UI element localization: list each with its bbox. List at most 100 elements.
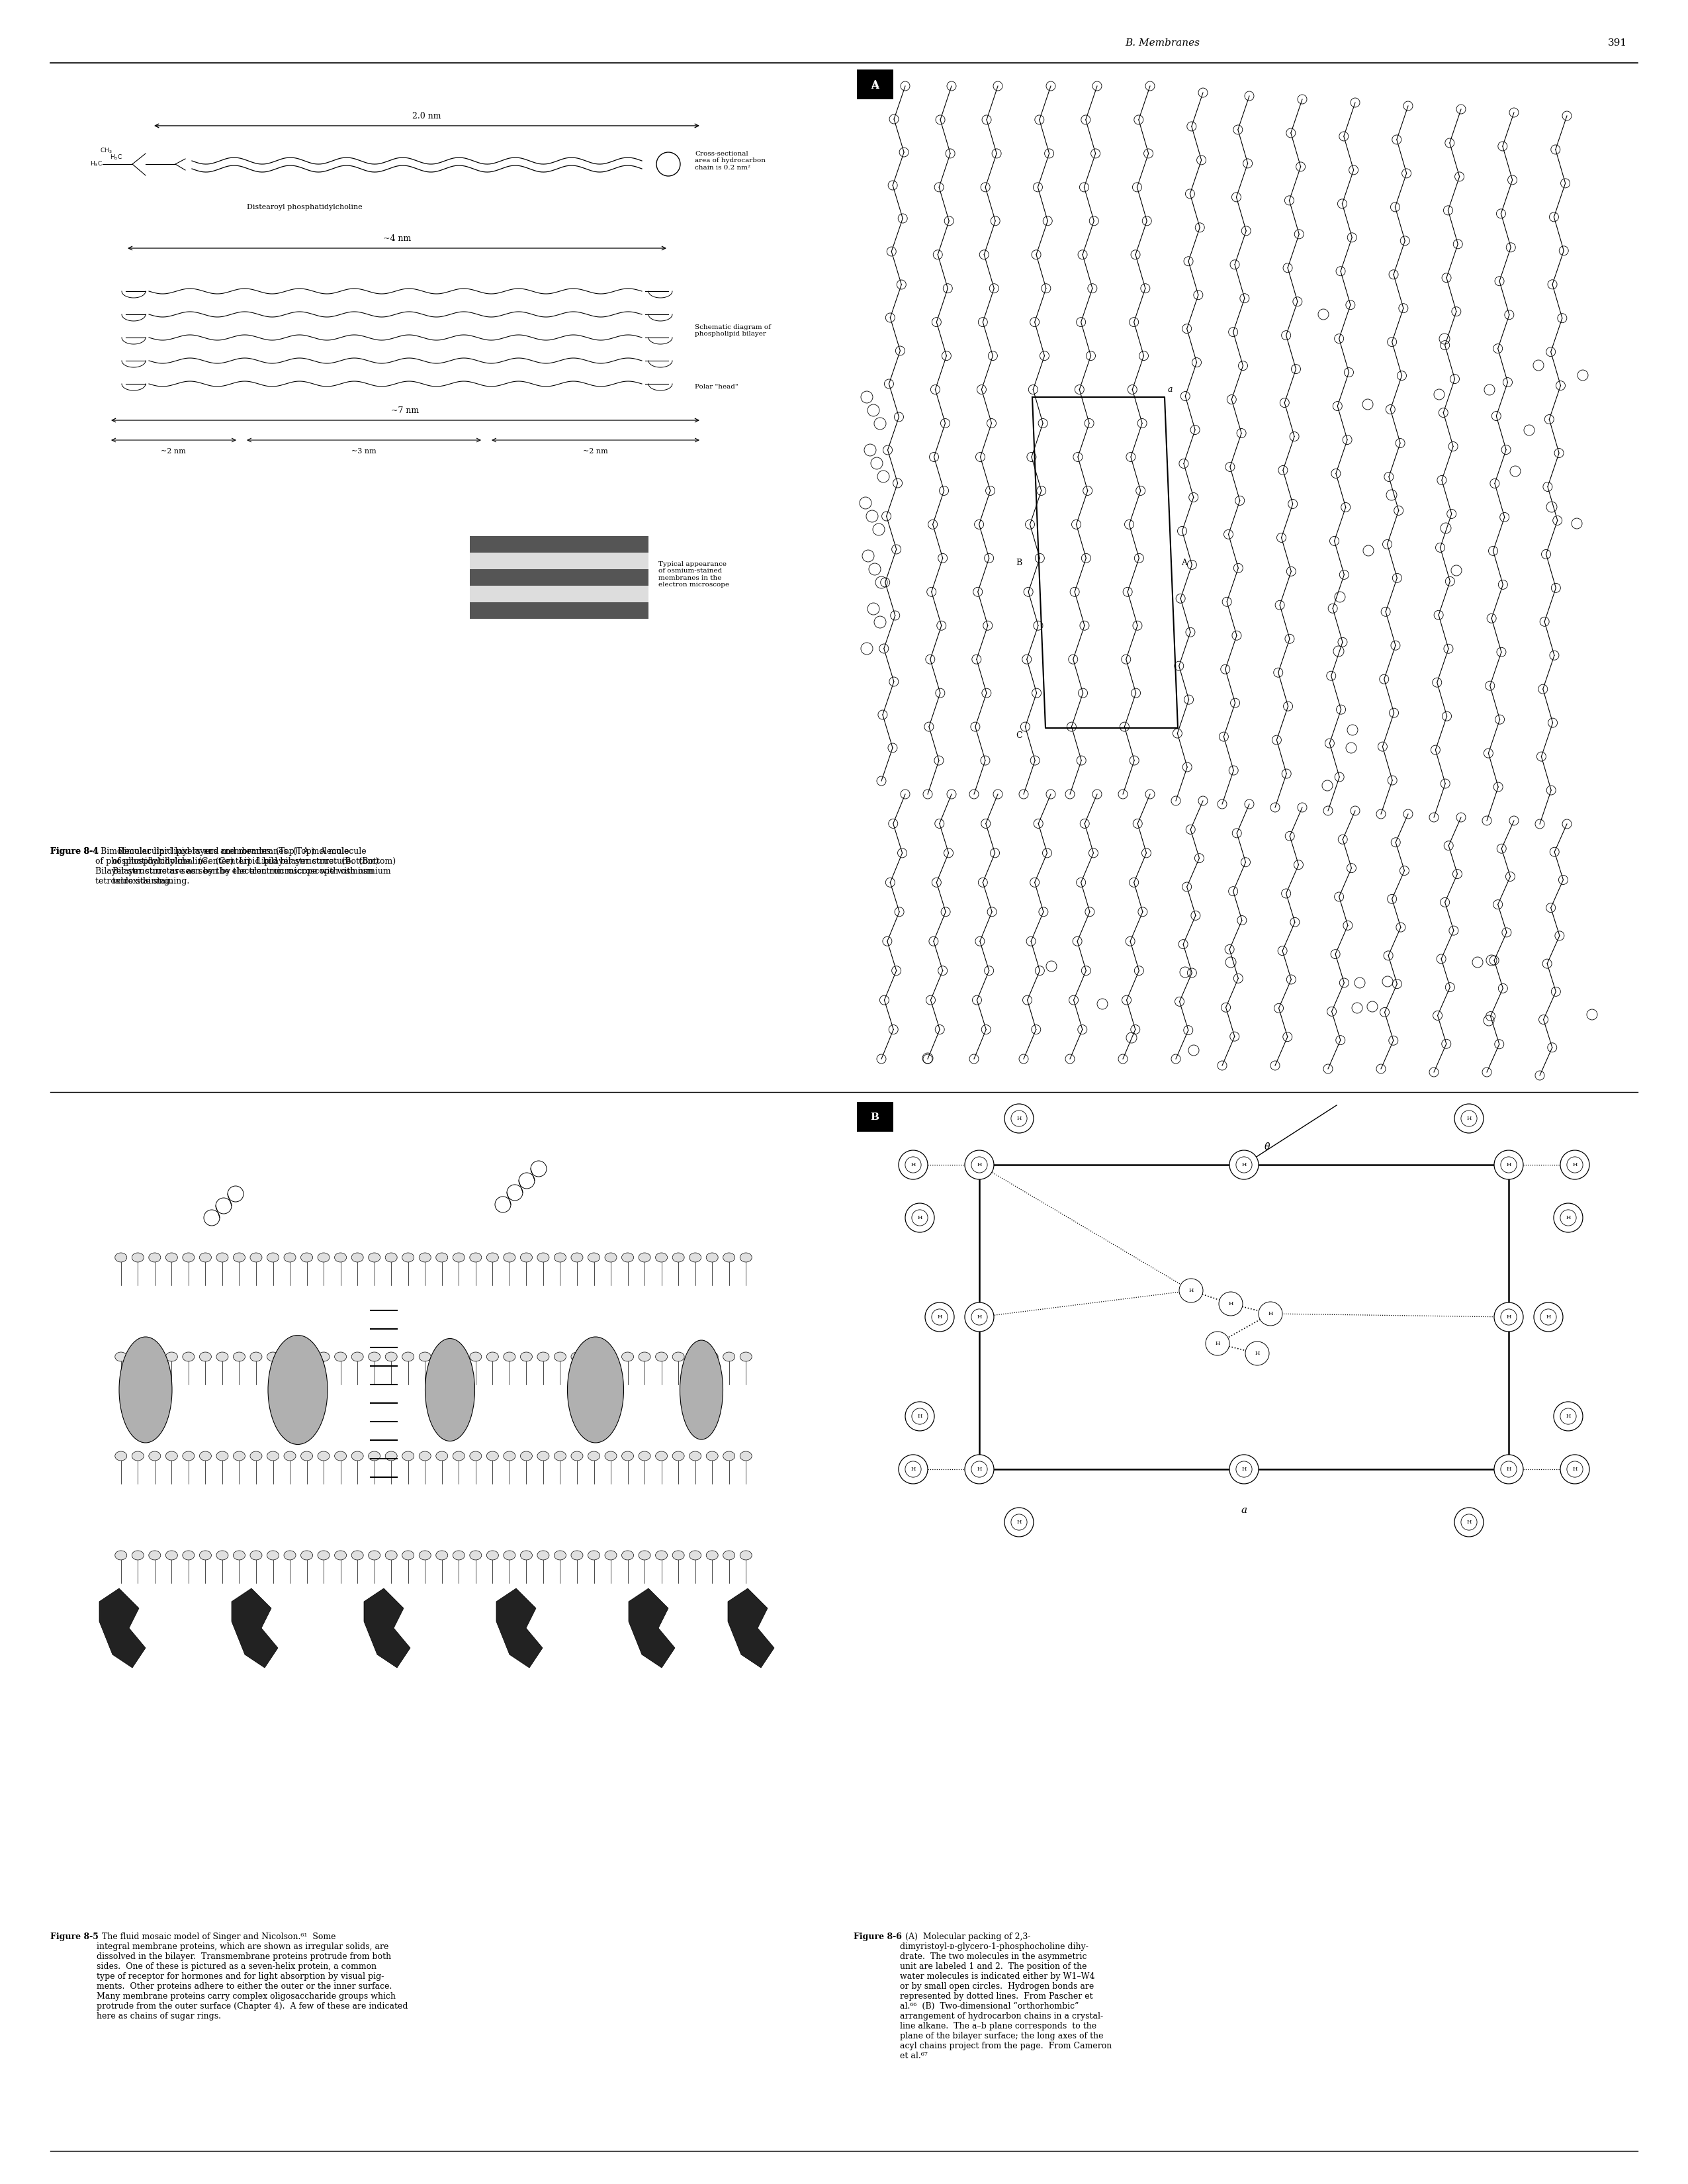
Ellipse shape xyxy=(165,1452,177,1461)
Text: Figure 8-4: Figure 8-4 xyxy=(51,847,98,856)
Text: H: H xyxy=(917,1214,922,1221)
Ellipse shape xyxy=(250,1551,262,1559)
Ellipse shape xyxy=(284,1254,295,1262)
Ellipse shape xyxy=(300,1254,312,1262)
Text: Bimolecular lipid layers and membranes. (Top)  A molecule
of phosphatidylcholine: Bimolecular lipid layers and membranes. … xyxy=(113,847,395,885)
Circle shape xyxy=(1205,1332,1229,1356)
Text: H: H xyxy=(1506,1162,1511,1168)
Circle shape xyxy=(1560,1455,1590,1483)
Circle shape xyxy=(925,1302,954,1332)
Ellipse shape xyxy=(672,1254,684,1262)
Ellipse shape xyxy=(706,1254,717,1262)
Ellipse shape xyxy=(604,1352,616,1361)
Ellipse shape xyxy=(621,1452,633,1461)
Ellipse shape xyxy=(199,1352,211,1361)
Ellipse shape xyxy=(115,1452,127,1461)
Circle shape xyxy=(905,1203,935,1232)
Text: A: A xyxy=(1182,559,1187,568)
Ellipse shape xyxy=(250,1254,262,1262)
Ellipse shape xyxy=(300,1551,312,1559)
Text: a: a xyxy=(1168,384,1173,393)
Ellipse shape xyxy=(419,1551,430,1559)
Ellipse shape xyxy=(402,1452,414,1461)
Ellipse shape xyxy=(554,1254,565,1262)
Ellipse shape xyxy=(706,1452,717,1461)
Text: H: H xyxy=(1566,1413,1570,1420)
Ellipse shape xyxy=(182,1254,194,1262)
Text: ~3 nm: ~3 nm xyxy=(351,448,376,454)
Ellipse shape xyxy=(419,1254,430,1262)
Ellipse shape xyxy=(385,1452,397,1461)
Text: The fluid mosaic model of Singer and Nicolson.⁶¹  Some
integral membrane protein: The fluid mosaic model of Singer and Nic… xyxy=(96,1933,408,2020)
Text: Cross-sectional
area of hydrocarbon
chain is 0.2 nm²: Cross-sectional area of hydrocarbon chai… xyxy=(695,151,766,170)
Ellipse shape xyxy=(571,1254,582,1262)
Ellipse shape xyxy=(537,1254,549,1262)
Polygon shape xyxy=(365,1588,410,1669)
Ellipse shape xyxy=(604,1551,616,1559)
Polygon shape xyxy=(728,1588,775,1669)
Circle shape xyxy=(1004,1507,1033,1538)
Ellipse shape xyxy=(284,1452,295,1461)
Ellipse shape xyxy=(520,1551,532,1559)
Ellipse shape xyxy=(385,1254,397,1262)
Ellipse shape xyxy=(115,1551,127,1559)
Circle shape xyxy=(1455,1103,1484,1133)
Circle shape xyxy=(1259,1302,1283,1326)
Ellipse shape xyxy=(199,1452,211,1461)
Text: C: C xyxy=(1016,732,1023,740)
Text: H: H xyxy=(1506,1315,1511,1319)
Ellipse shape xyxy=(486,1352,498,1361)
Text: H: H xyxy=(1188,1289,1193,1293)
Ellipse shape xyxy=(486,1452,498,1461)
Ellipse shape xyxy=(587,1352,599,1361)
Ellipse shape xyxy=(267,1551,279,1559)
Ellipse shape xyxy=(638,1551,650,1559)
Ellipse shape xyxy=(368,1551,380,1559)
Ellipse shape xyxy=(689,1352,701,1361)
Ellipse shape xyxy=(300,1352,312,1361)
Circle shape xyxy=(1553,1203,1583,1232)
Ellipse shape xyxy=(334,1254,346,1262)
Ellipse shape xyxy=(351,1452,363,1461)
Polygon shape xyxy=(628,1588,675,1669)
Ellipse shape xyxy=(385,1551,397,1559)
Ellipse shape xyxy=(250,1352,262,1361)
Text: H: H xyxy=(1506,1468,1511,1472)
Ellipse shape xyxy=(689,1254,701,1262)
Ellipse shape xyxy=(132,1352,143,1361)
Circle shape xyxy=(1553,1402,1583,1431)
Ellipse shape xyxy=(452,1254,464,1262)
Ellipse shape xyxy=(604,1254,616,1262)
Circle shape xyxy=(1229,1151,1259,1179)
Text: Schematic diagram of
phospholipid bilayer: Schematic diagram of phospholipid bilaye… xyxy=(695,323,771,336)
Ellipse shape xyxy=(368,1352,380,1361)
Ellipse shape xyxy=(520,1352,532,1361)
Ellipse shape xyxy=(672,1352,684,1361)
Ellipse shape xyxy=(621,1352,633,1361)
Ellipse shape xyxy=(503,1352,515,1361)
Text: Figure 8-5: Figure 8-5 xyxy=(51,1933,98,1942)
Ellipse shape xyxy=(587,1551,599,1559)
Ellipse shape xyxy=(351,1352,363,1361)
Text: $\theta$: $\theta$ xyxy=(1264,1142,1271,1151)
Circle shape xyxy=(966,1302,994,1332)
Ellipse shape xyxy=(149,1254,160,1262)
Ellipse shape xyxy=(689,1551,701,1559)
Text: H: H xyxy=(917,1413,922,1420)
Ellipse shape xyxy=(216,1551,228,1559)
Ellipse shape xyxy=(655,1452,667,1461)
Text: Figure 8-4: Figure 8-4 xyxy=(51,847,98,856)
Text: H: H xyxy=(1268,1310,1273,1317)
Ellipse shape xyxy=(149,1452,160,1461)
Ellipse shape xyxy=(267,1352,279,1361)
Ellipse shape xyxy=(436,1352,447,1361)
Text: Typical appearance
of osmium-stained
membranes in the
electron microscope: Typical appearance of osmium-stained mem… xyxy=(658,561,729,587)
Ellipse shape xyxy=(621,1551,633,1559)
Ellipse shape xyxy=(739,1452,751,1461)
Ellipse shape xyxy=(182,1551,194,1559)
Ellipse shape xyxy=(706,1352,717,1361)
Ellipse shape xyxy=(554,1551,565,1559)
Ellipse shape xyxy=(216,1352,228,1361)
Text: ~2 nm: ~2 nm xyxy=(160,448,186,454)
Ellipse shape xyxy=(638,1352,650,1361)
